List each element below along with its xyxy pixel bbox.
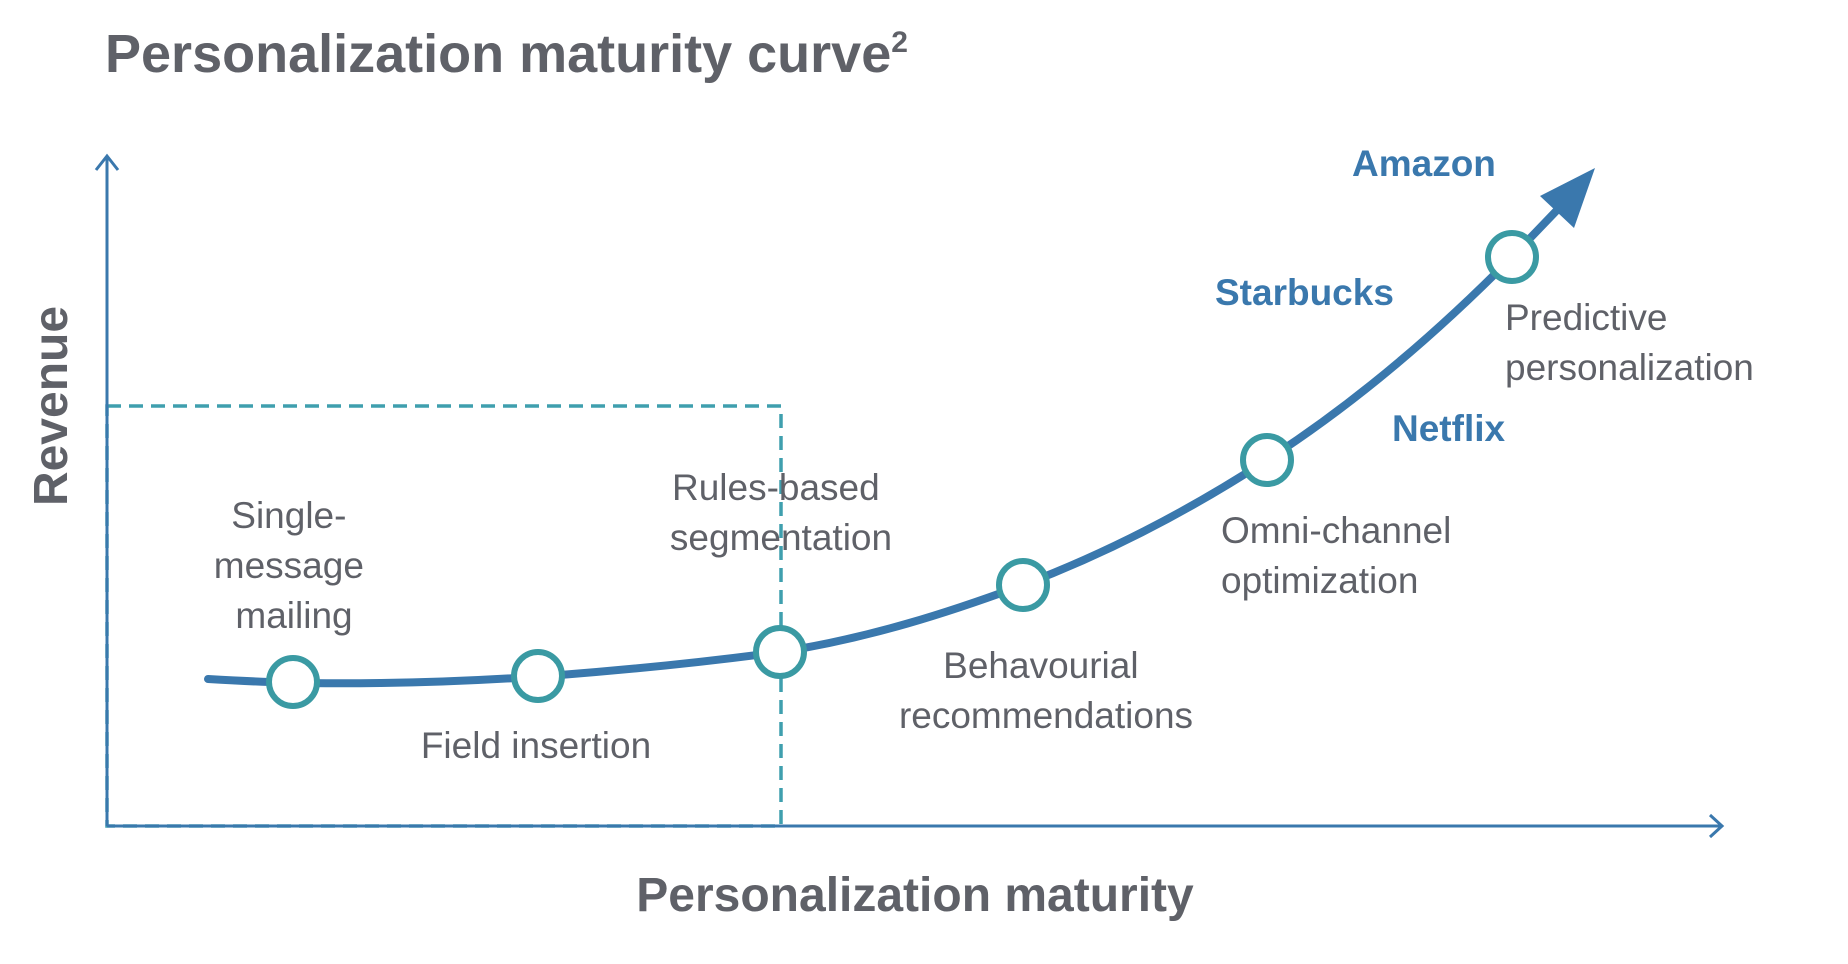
- early-stage-dashed-box: [105, 404, 783, 828]
- stage-label-field-insertion: Field insertion: [421, 725, 651, 766]
- chart-title: Personalization maturity curve2: [105, 24, 908, 84]
- stage-node-5: [1240, 433, 1294, 487]
- stage-node-6: [1485, 230, 1539, 284]
- x-axis: [107, 813, 1725, 839]
- company-label-amazon: Amazon: [1352, 143, 1496, 184]
- stage-node-2: [511, 649, 565, 703]
- x-axis-arrow-icon: [1708, 813, 1725, 839]
- x-axis-label: Personalization maturity: [636, 869, 1194, 922]
- company-label-netflix: Netflix: [1392, 408, 1506, 449]
- y-axis-arrow-icon: [94, 153, 120, 171]
- stage-label-predictive-personalization: Predictive personalization: [1505, 297, 1754, 388]
- stage-label-behavourial-recommendations: Behavourial recommendations: [899, 645, 1193, 736]
- stage-label-rules-based-segmentation: Rules-based segmentation: [670, 467, 892, 558]
- stage-label-single-message-mailing: Single- message mailing: [214, 495, 374, 636]
- title-superscript: 2: [891, 26, 908, 59]
- stage-node-1: [266, 655, 320, 709]
- stage-node-4: [996, 558, 1050, 612]
- stage-label-omni-channel-optimization: Omni-channel optimization: [1221, 510, 1462, 601]
- maturity-curve: [204, 168, 1595, 688]
- stage-node-3: [753, 625, 807, 679]
- curve-arrowhead-icon: [1540, 168, 1595, 228]
- y-axis: [94, 153, 120, 826]
- y-axis-label: Revenue: [25, 306, 78, 506]
- stage-nodes: [266, 230, 1539, 709]
- company-label-starbucks: Starbucks: [1215, 272, 1394, 313]
